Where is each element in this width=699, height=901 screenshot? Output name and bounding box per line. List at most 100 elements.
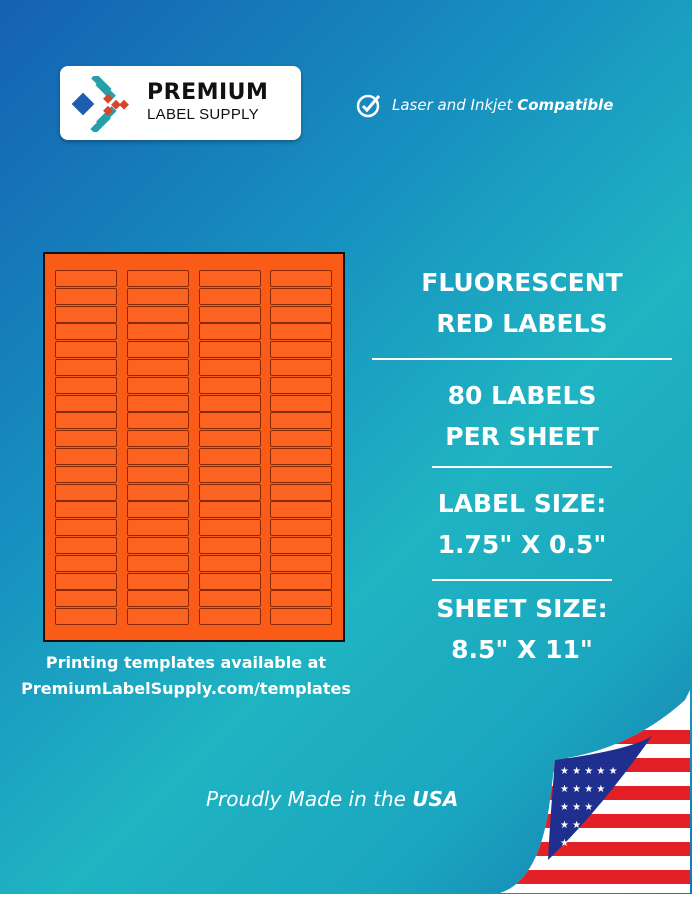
label-cell <box>270 323 332 341</box>
templates-note: Printing templates available at PremiumL… <box>0 650 372 702</box>
label-cell <box>199 572 261 590</box>
label-cell <box>55 376 117 394</box>
label-cell <box>199 376 261 394</box>
compat-bold: Compatible <box>517 96 614 114</box>
label-cell <box>55 608 117 626</box>
label-cell <box>270 537 332 554</box>
svg-text:★ ★ ★ ★ ★: ★ ★ ★ ★ ★ <box>560 766 618 777</box>
divider <box>432 466 612 468</box>
label-cell <box>270 412 332 430</box>
label-cell <box>199 483 261 501</box>
label-cell <box>55 554 117 572</box>
label-cell <box>270 448 332 465</box>
label-cell <box>127 287 189 305</box>
label-cell <box>127 412 189 430</box>
made-in-usa: Proudly Made in the USA <box>206 787 458 811</box>
label-cell <box>199 501 261 519</box>
label-cell <box>199 448 261 465</box>
label-cell <box>55 270 117 287</box>
label-cell <box>55 590 117 608</box>
label-cell <box>270 483 332 501</box>
label-cell <box>55 448 117 465</box>
label-cell <box>127 430 189 448</box>
label-cell <box>127 554 189 572</box>
label-cell <box>55 519 117 537</box>
label-cell <box>55 359 117 376</box>
label-cell <box>127 590 189 608</box>
label-cell <box>199 590 261 608</box>
label-cell <box>127 501 189 519</box>
brand-name: PREMIUM <box>147 80 269 105</box>
label-count-1: 80 LABELS <box>447 381 597 410</box>
brand-subname: LABEL SUPPLY <box>147 106 259 123</box>
svg-text:★: ★ <box>560 838 569 849</box>
product-title-1: FLUORESCENT <box>421 268 623 297</box>
label-cell <box>270 359 332 376</box>
svg-text:★ ★ ★ ★: ★ ★ ★ ★ <box>560 784 605 795</box>
label-cell <box>127 305 189 323</box>
label-cell <box>270 394 332 412</box>
label-cell <box>270 287 332 305</box>
label-cell <box>199 323 261 341</box>
label-cell <box>127 359 189 376</box>
label-cell <box>199 305 261 323</box>
label-cell <box>270 590 332 608</box>
label-cell <box>199 608 261 626</box>
label-cell <box>127 376 189 394</box>
label-cell <box>127 537 189 554</box>
label-cell <box>199 519 261 537</box>
compat-text: Laser and Inkjet <box>392 96 513 114</box>
label-sheet <box>43 252 345 642</box>
label-cell <box>199 270 261 287</box>
label-cell <box>127 448 189 465</box>
label-cell <box>270 270 332 287</box>
label-cell <box>55 287 117 305</box>
label-size-value: 1.75" X 0.5" <box>437 530 607 559</box>
label-cell <box>127 519 189 537</box>
label-cell <box>199 287 261 305</box>
label-cell <box>199 341 261 359</box>
footer-bold: USA <box>412 787 459 811</box>
label-cell <box>270 572 332 590</box>
us-flag-corner-icon: ★ ★ ★ ★ ★ ★ ★ ★ ★ ★ ★ ★ ★ ★ ★ <box>500 690 690 893</box>
label-cell <box>55 483 117 501</box>
label-cell <box>55 501 117 519</box>
label-size-heading: LABEL SIZE: <box>437 489 607 518</box>
label-cell <box>199 359 261 376</box>
label-cell <box>127 394 189 412</box>
sheet-size-value: 8.5" X 11" <box>451 635 593 664</box>
label-cell <box>55 412 117 430</box>
logo-mark-icon <box>72 76 129 132</box>
divider <box>432 579 612 581</box>
label-count-2: PER SHEET <box>445 422 599 451</box>
label-cell <box>55 394 117 412</box>
label-cell <box>270 501 332 519</box>
label-cell <box>199 412 261 430</box>
label-cell <box>55 305 117 323</box>
brand-logo: PREMIUM LABEL SUPPLY <box>60 66 301 140</box>
label-cell <box>127 270 189 287</box>
label-cell <box>127 483 189 501</box>
label-cell <box>270 430 332 448</box>
label-cell <box>270 465 332 483</box>
compatibility-badge: Laser and Inkjet Compatible <box>356 92 613 118</box>
label-cell <box>270 305 332 323</box>
label-cell <box>55 430 117 448</box>
label-cell <box>199 430 261 448</box>
templates-url: PremiumLabelSupply.com/templates <box>21 679 351 698</box>
svg-text:★ ★ ★: ★ ★ ★ <box>560 802 593 813</box>
divider <box>372 358 672 360</box>
label-cell <box>270 341 332 359</box>
label-cell <box>199 394 261 412</box>
label-cell <box>199 554 261 572</box>
sheet-size-heading: SHEET SIZE: <box>436 594 608 623</box>
label-cell <box>55 465 117 483</box>
label-cell <box>270 554 332 572</box>
label-cell <box>270 519 332 537</box>
label-cell <box>55 323 117 341</box>
label-cell <box>127 341 189 359</box>
label-cell <box>55 341 117 359</box>
label-cell <box>127 572 189 590</box>
templates-line-1: Printing templates available at <box>45 653 327 672</box>
